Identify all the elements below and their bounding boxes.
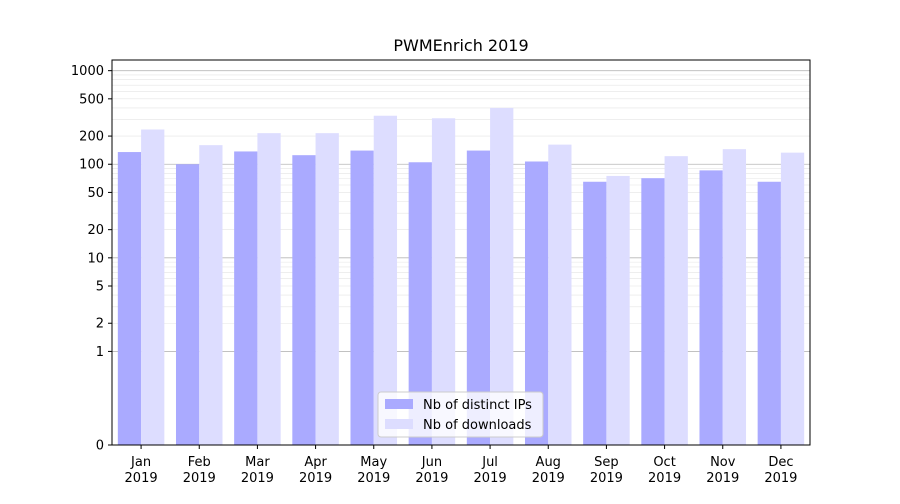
bar	[548, 144, 572, 445]
x-tick-label: Apr	[304, 455, 327, 470]
x-tick-label: Mar	[245, 455, 270, 470]
chart-title: PWMEnrich 2019	[393, 36, 528, 55]
y-tick-label: 10	[87, 251, 104, 266]
bar	[722, 149, 747, 445]
x-tick-label: Feb	[188, 455, 211, 470]
x-tick-label: Jul	[481, 455, 498, 470]
x-tick-label: Oct	[653, 455, 675, 470]
x-tick-label: 2019	[241, 471, 274, 486]
bars	[117, 107, 805, 446]
x-tick-label: Jan	[130, 455, 151, 470]
bar	[350, 150, 374, 445]
y-tick-label: 20	[87, 223, 104, 238]
y-tick-label: 50	[87, 186, 104, 201]
x-tick-label: Sep	[594, 455, 619, 470]
bar	[780, 152, 805, 445]
x-tick-label: Dec	[768, 455, 793, 470]
x-tick-label: Nov	[710, 455, 736, 470]
x-tick-label: 2019	[706, 471, 739, 486]
legend-swatch	[385, 399, 413, 409]
plot-frame	[111, 59, 811, 446]
bar	[408, 162, 432, 446]
bar	[606, 175, 630, 445]
bar	[431, 118, 456, 445]
y-tick-label: 500	[79, 92, 104, 107]
axes: 01251020501002005001000Jan2019Feb2019Mar…	[71, 59, 811, 486]
legend-label: Nb of downloads	[423, 418, 532, 433]
legend-swatch	[385, 419, 413, 429]
x-tick-label: 2019	[532, 471, 565, 486]
x-tick-label: 2019	[648, 471, 681, 486]
x-tick-label: Aug	[536, 455, 561, 470]
x-tick-label: 2019	[125, 471, 158, 486]
bar	[583, 181, 607, 446]
x-tick-label: 2019	[764, 471, 797, 486]
bar	[641, 178, 665, 445]
y-tick-label: 0	[96, 439, 104, 454]
bar	[664, 156, 688, 445]
bar	[466, 150, 491, 445]
y-tick-label: 1000	[71, 64, 104, 79]
x-tick-label: May	[360, 455, 387, 470]
x-tick-label: 2019	[357, 471, 390, 486]
x-tick-label: 2019	[415, 471, 448, 486]
y-tick-label: 100	[79, 158, 104, 173]
bar	[699, 170, 723, 445]
bar	[234, 151, 258, 446]
bar	[490, 107, 514, 446]
legend-box	[377, 391, 544, 438]
x-tick-label: 2019	[183, 471, 216, 486]
legend: Nb of distinct IPs Nb of downloads	[377, 391, 544, 438]
x-tick-label: Jun	[421, 455, 442, 470]
y-tick-label: 2	[96, 317, 104, 332]
bar	[373, 115, 398, 445]
y-tick-label: 1	[96, 345, 104, 360]
bar	[141, 129, 165, 445]
legend-label: Nb of distinct IPs	[423, 398, 532, 413]
bar	[292, 155, 316, 445]
grid-lines	[112, 70, 810, 352]
bar	[524, 161, 549, 445]
y-tick-label: 5	[96, 280, 104, 295]
x-tick-label: 2019	[299, 471, 332, 486]
y-tick-label: 200	[79, 130, 104, 145]
bar	[175, 164, 200, 445]
bar	[117, 152, 142, 445]
bar	[199, 145, 223, 445]
bar	[257, 133, 281, 446]
bar	[757, 181, 781, 446]
bar	[315, 133, 339, 446]
x-tick-label: 2019	[474, 471, 507, 486]
x-tick-label: 2019	[590, 471, 623, 486]
